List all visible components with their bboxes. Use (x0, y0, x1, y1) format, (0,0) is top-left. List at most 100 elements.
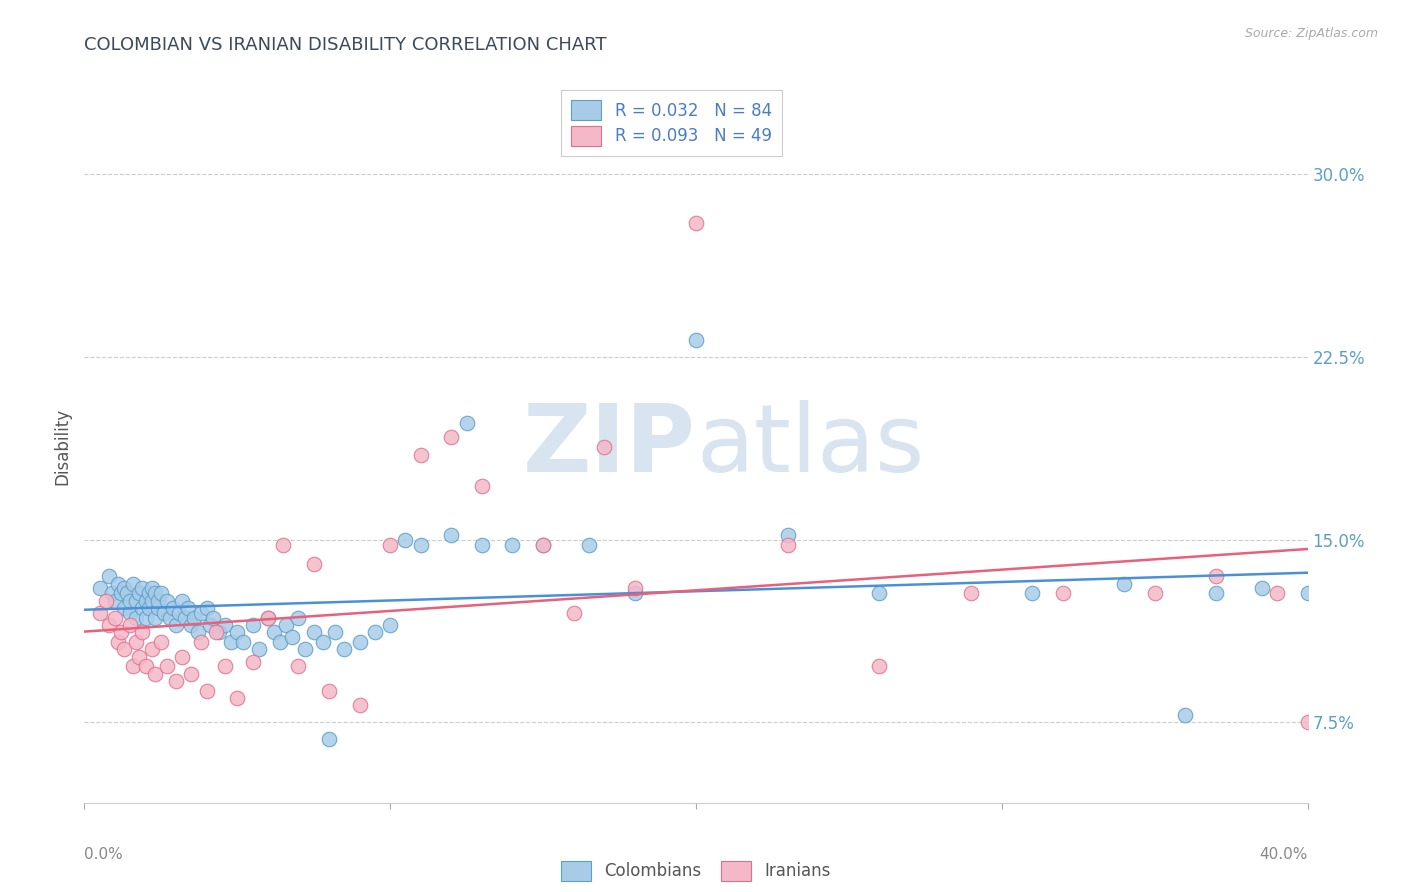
Point (131, 582, 153, 596)
Point (531, 538, 554, 552)
Point (143, 610, 166, 624)
Point (578, 538, 600, 552)
Point (685, 333, 707, 347)
Point (1250, 582, 1272, 596)
Point (180, 666, 202, 681)
Point (190, 635, 212, 649)
Point (247, 642, 270, 657)
Point (165, 673, 187, 688)
Point (318, 683, 340, 698)
Point (776, 528, 799, 542)
Point (242, 655, 264, 669)
Point (162, 601, 184, 615)
Point (257, 610, 280, 624)
Point (141, 582, 163, 596)
Point (172, 649, 194, 664)
Point (190, 606, 212, 620)
Point (869, 586, 891, 600)
Point (440, 528, 463, 542)
Point (214, 659, 236, 673)
Point (112, 601, 135, 615)
Point (312, 635, 335, 649)
Point (1205, 569, 1227, 583)
Point (110, 586, 132, 600)
Point (226, 625, 249, 640)
Point (141, 593, 163, 607)
Point (960, 586, 983, 600)
Point (110, 625, 132, 640)
Point (276, 618, 298, 632)
Point (177, 601, 200, 615)
Point (172, 593, 194, 607)
Point (1021, 586, 1043, 600)
Point (112, 582, 135, 596)
Point (624, 586, 647, 600)
Point (349, 698, 371, 713)
Point (271, 538, 294, 552)
Text: 0.0%: 0.0% (84, 847, 124, 862)
Point (1143, 586, 1166, 600)
Point (502, 538, 524, 552)
Point (281, 630, 304, 644)
Point (107, 635, 129, 649)
Point (232, 635, 254, 649)
Point (131, 601, 153, 615)
Point (394, 533, 416, 547)
Text: ZIP: ZIP (523, 400, 696, 492)
Point (138, 601, 160, 615)
Point (125, 635, 148, 649)
Point (214, 618, 236, 632)
Point (107, 576, 129, 591)
Point (125, 610, 148, 624)
Point (159, 610, 181, 624)
Point (869, 659, 891, 673)
Point (456, 416, 478, 430)
Point (1296, 715, 1319, 730)
Point (135, 593, 157, 607)
Point (531, 538, 554, 552)
Text: atlas: atlas (696, 400, 924, 492)
Point (409, 538, 432, 552)
Point (349, 635, 371, 649)
Point (198, 618, 221, 632)
Point (685, 216, 707, 230)
Point (128, 649, 150, 664)
Point (440, 430, 463, 444)
Point (122, 659, 145, 673)
Point (135, 610, 157, 624)
Point (1296, 586, 1319, 600)
Point (89, 606, 111, 620)
Point (195, 601, 218, 615)
Point (94, 593, 117, 607)
Point (269, 635, 291, 649)
Point (201, 610, 224, 624)
Point (120, 593, 142, 607)
Point (138, 586, 160, 600)
Point (294, 642, 316, 657)
Point (149, 586, 172, 600)
Point (263, 625, 285, 640)
Point (409, 448, 432, 462)
Point (195, 683, 218, 698)
Point (146, 601, 169, 615)
Point (156, 593, 179, 607)
Point (1265, 586, 1288, 600)
Point (186, 625, 208, 640)
Point (104, 610, 127, 624)
Text: COLOMBIAN VS IRANIAN DISABILITY CORRELATION CHART: COLOMBIAN VS IRANIAN DISABILITY CORRELAT… (84, 36, 607, 54)
Point (112, 642, 135, 657)
Point (143, 666, 166, 681)
Point (120, 606, 142, 620)
Point (128, 586, 150, 600)
Point (380, 618, 402, 632)
Point (208, 625, 231, 640)
Point (226, 691, 249, 706)
Point (1114, 576, 1136, 591)
Point (149, 635, 172, 649)
Point (205, 625, 228, 640)
Point (287, 610, 309, 624)
Point (131, 625, 153, 640)
Point (156, 659, 179, 673)
Point (562, 606, 585, 620)
Point (287, 659, 309, 673)
